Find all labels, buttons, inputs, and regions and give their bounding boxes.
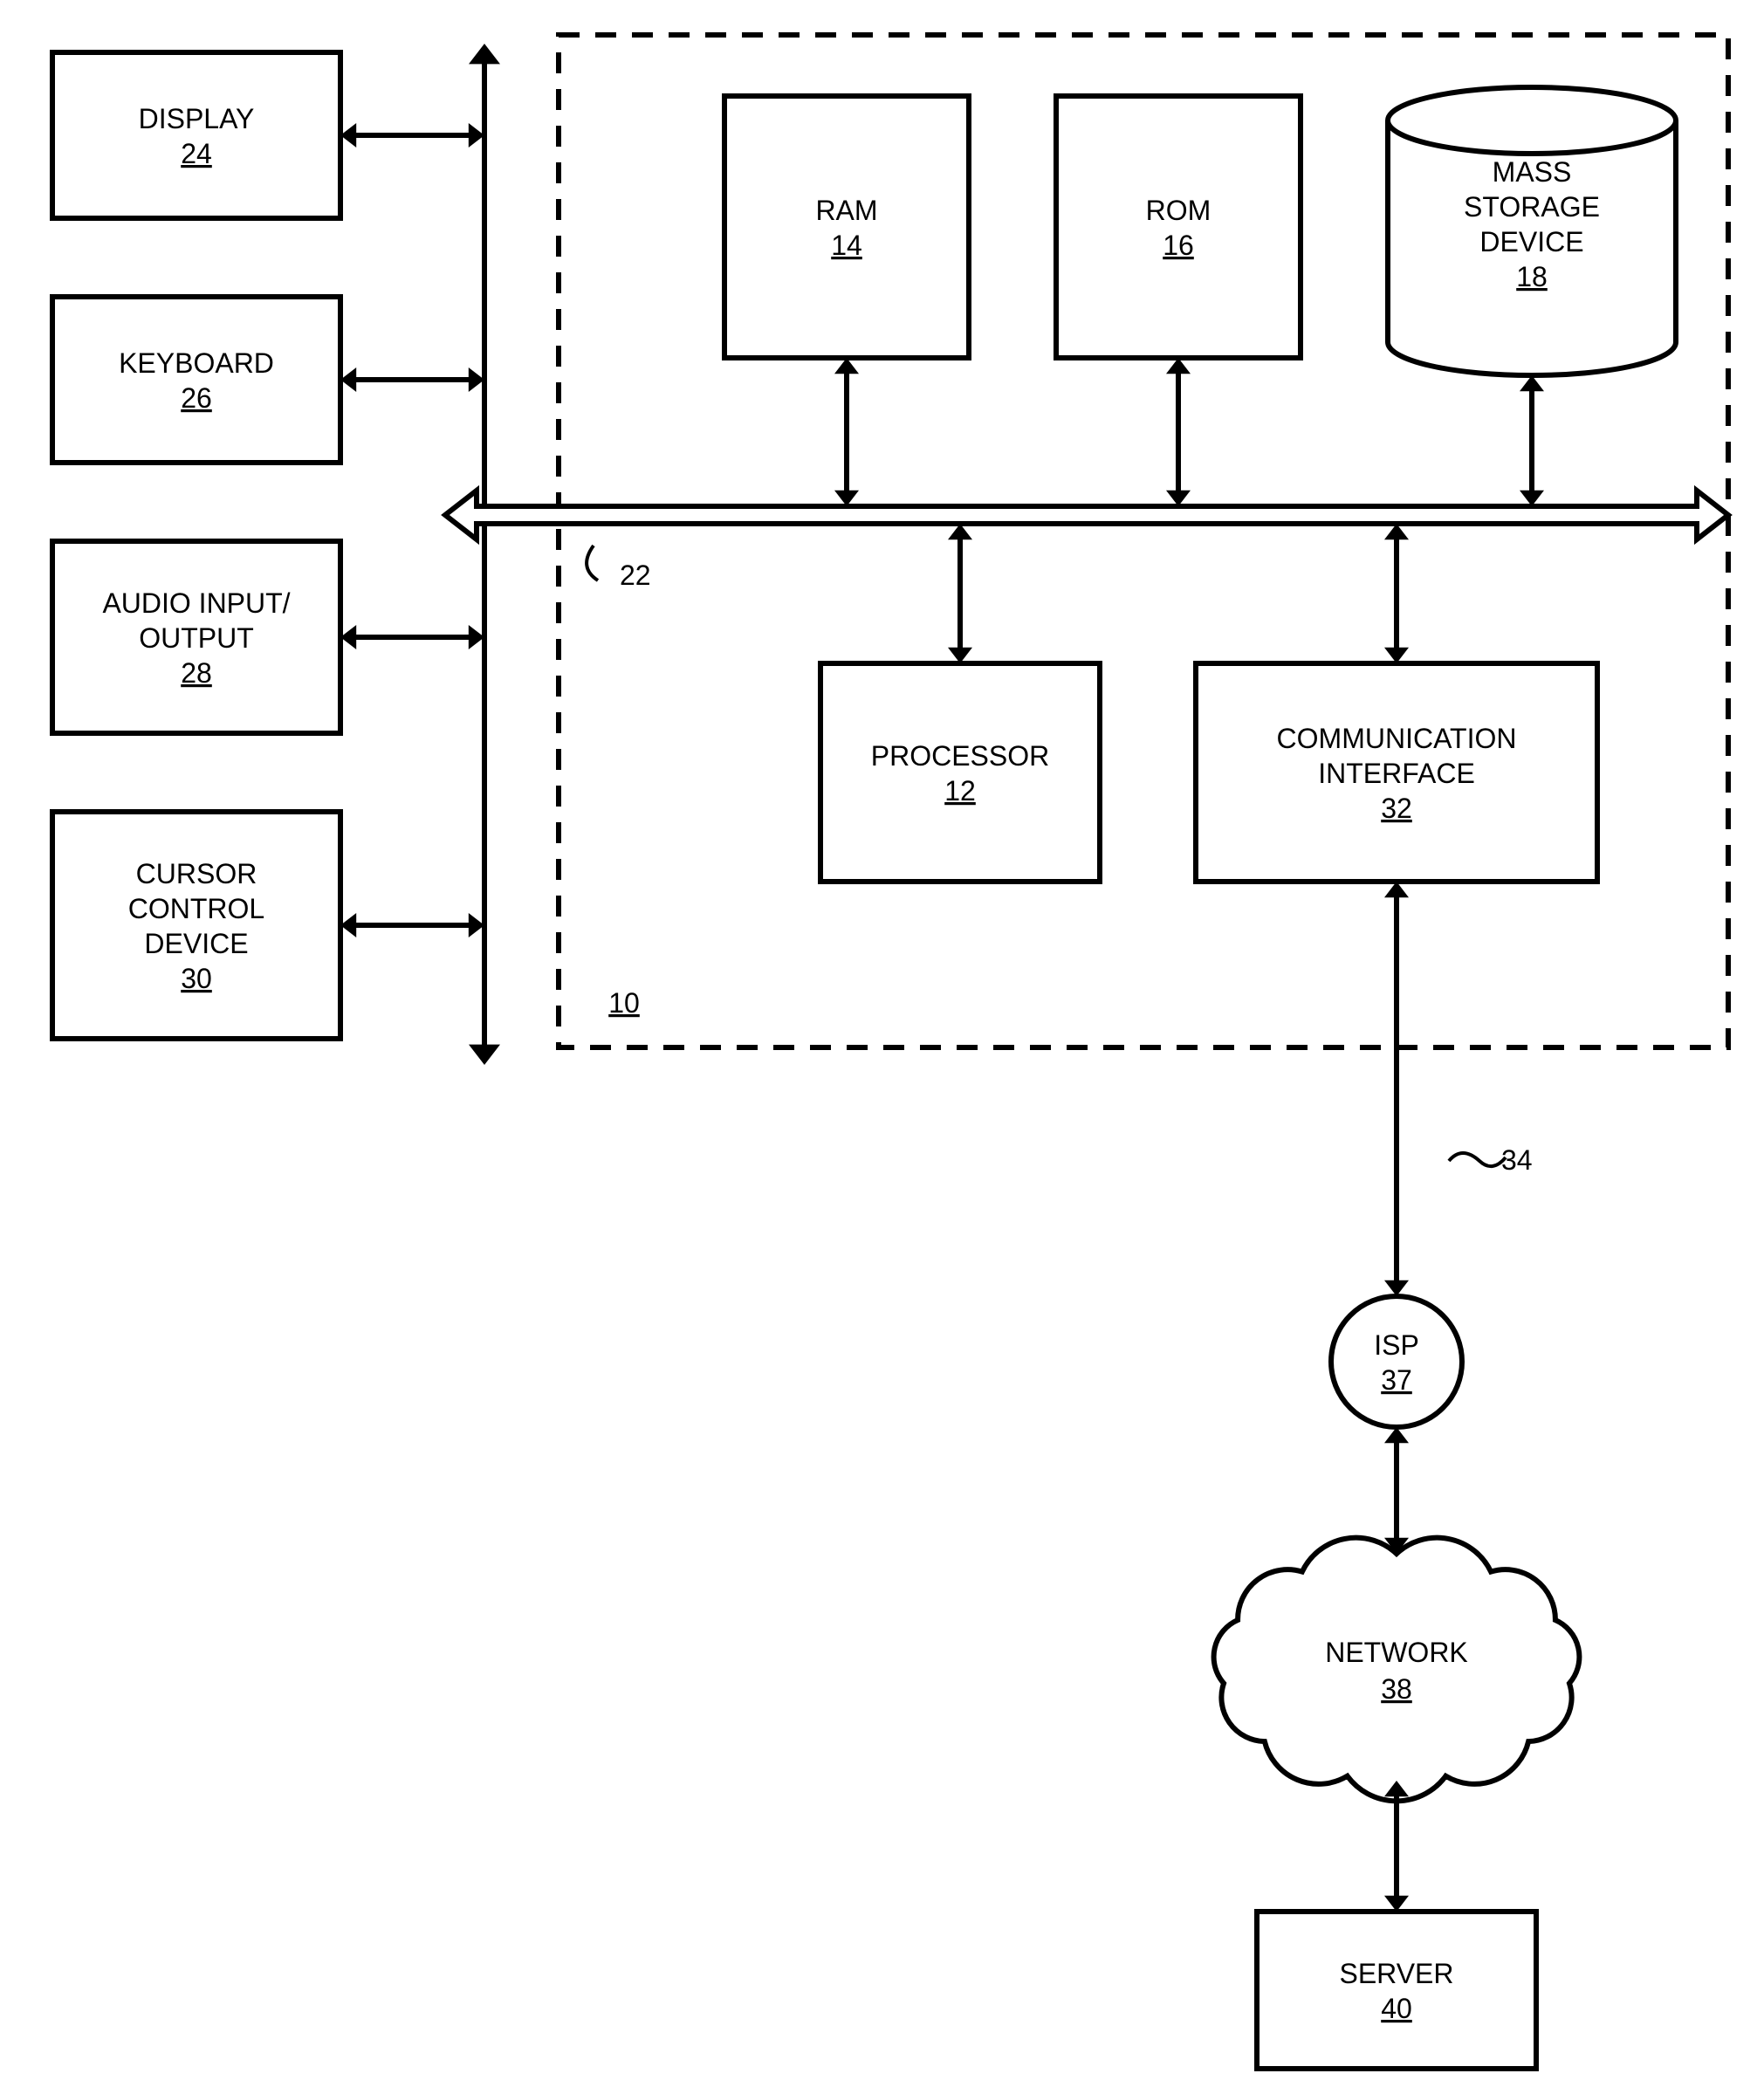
svg-text:30: 30 bbox=[181, 963, 212, 994]
svg-text:10: 10 bbox=[608, 987, 640, 1019]
svg-text:CONTROL: CONTROL bbox=[128, 893, 264, 924]
svg-text:32: 32 bbox=[1381, 793, 1412, 824]
svg-text:37: 37 bbox=[1381, 1364, 1412, 1396]
internal-comm: COMMUNICATION INTERFACE 32 bbox=[1196, 663, 1597, 882]
isp-node: ISP37 bbox=[1331, 1296, 1462, 1427]
svg-text:SERVER: SERVER bbox=[1339, 1958, 1453, 1989]
svg-text:NETWORK: NETWORK bbox=[1325, 1637, 1468, 1668]
svg-text:12: 12 bbox=[944, 775, 976, 807]
peripheral-audio: AUDIO INPUT/OUTPUT28 bbox=[52, 541, 340, 733]
peripheral-display: DISPLAY 24 bbox=[52, 52, 340, 218]
svg-text:MASS: MASS bbox=[1493, 156, 1572, 188]
svg-text:28: 28 bbox=[181, 657, 212, 689]
svg-text:DEVICE: DEVICE bbox=[1479, 226, 1583, 257]
peripheral-cursor: CURSOR CONTROL DEVICE 30 bbox=[52, 812, 340, 1039]
svg-text:DEVICE: DEVICE bbox=[144, 928, 248, 959]
svg-text:PROCESSOR: PROCESSOR bbox=[871, 740, 1049, 772]
svg-text:40: 40 bbox=[1381, 1993, 1412, 2024]
internal-ram: RAM 14 bbox=[724, 96, 969, 358]
peripheral-keyboard: KEYBOARD26 bbox=[52, 297, 340, 463]
svg-text:COMMUNICATION: COMMUNICATION bbox=[1277, 723, 1517, 754]
network-cloud: NETWORK 38 bbox=[1214, 1538, 1580, 1802]
svg-text:ISP: ISP bbox=[1374, 1329, 1419, 1361]
svg-text:38: 38 bbox=[1381, 1673, 1412, 1705]
svg-text:24: 24 bbox=[181, 138, 212, 169]
svg-text:26: 26 bbox=[181, 382, 212, 414]
svg-text:18: 18 bbox=[1516, 261, 1548, 292]
svg-text:ROM: ROM bbox=[1146, 195, 1211, 226]
svg-text:14: 14 bbox=[831, 230, 862, 261]
svg-text:34: 34 bbox=[1501, 1144, 1533, 1176]
svg-text:RAM: RAM bbox=[815, 195, 877, 226]
svg-text:KEYBOARD: KEYBOARD bbox=[119, 347, 274, 379]
internal-processor: PROCESSOR12 bbox=[820, 663, 1100, 882]
svg-text:16: 16 bbox=[1163, 230, 1194, 261]
svg-text:OUTPUT: OUTPUT bbox=[139, 622, 254, 654]
svg-text:AUDIO INPUT/: AUDIO INPUT/ bbox=[102, 587, 290, 619]
svg-text:INTERFACE: INTERFACE bbox=[1318, 758, 1475, 789]
internal-rom: ROM 16 bbox=[1056, 96, 1301, 358]
svg-text:22: 22 bbox=[620, 560, 651, 591]
svg-text:CURSOR: CURSOR bbox=[136, 858, 257, 889]
svg-text:DISPLAY: DISPLAY bbox=[139, 103, 255, 134]
internal-bus: 22 bbox=[445, 491, 1728, 591]
svg-text:STORAGE: STORAGE bbox=[1464, 191, 1600, 223]
internal-storage: MASSSTORAGEDEVICE 18 bbox=[1388, 87, 1676, 375]
server-node: SERVER 40 bbox=[1257, 1912, 1536, 2069]
